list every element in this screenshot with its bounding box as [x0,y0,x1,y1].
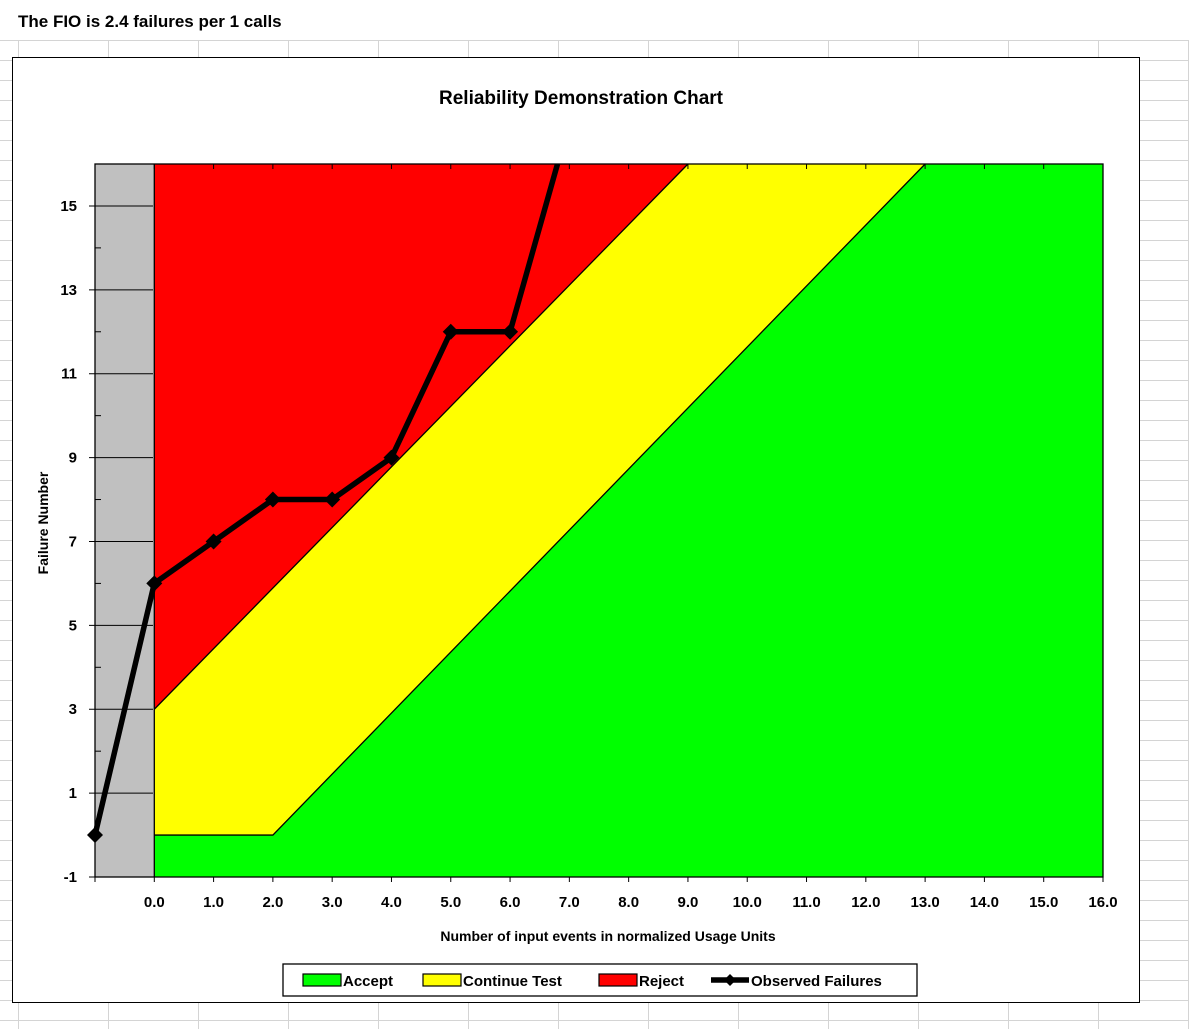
y-axis-label: Failure Number [35,471,51,574]
legend-marker [724,974,736,986]
legend-label: Accept [343,973,393,990]
observed-failure-point [383,449,400,466]
observed-failure-point [87,827,103,844]
y-tick-label: 3 [69,701,77,718]
x-tick-label: 6.0 [500,894,521,911]
chart-frame: Reliability Demonstration Chart -1 1 3 5 7 9 1… [12,57,1140,1003]
legend-swatch [422,973,462,987]
pre-zero-region [95,164,155,877]
x-tick-label: 15.0 [1029,894,1058,911]
x-tick-label: 5.0 [440,894,461,911]
x-tick-label: 8.0 [618,894,639,911]
y-tick-label: 15 [60,198,77,215]
legend-label: Observed Failures [751,973,882,990]
y-tick-label: 9 [69,450,77,467]
x-tick-label: 13.0 [911,894,940,911]
observed-failure-point [502,323,519,340]
x-axis-label: Number of input events in normalized Usa… [440,928,775,944]
y-tick-label: 1 [69,785,77,802]
x-tick-label: 1.0 [203,894,224,911]
legend-swatch [302,973,342,987]
x-tick-label: 12.0 [851,894,880,911]
plot-border [94,163,1104,878]
legend: Accept Continue Test Reject Observed Failur… [282,963,918,997]
observed-failure-point [442,323,459,340]
header-text: The FIO is 2.4 failures per 1 calls [0,0,1189,40]
legend-label: Reject [639,973,684,990]
x-tick-label: 10.0 [733,894,762,911]
x-tick-label: 9.0 [678,894,699,911]
y-tick-label: -1 [64,869,77,886]
x-tick-label: 4.0 [381,894,402,911]
observed-failure-point [146,575,163,592]
x-tick-label: 14.0 [970,894,999,911]
x-tick-label: 3.0 [322,894,343,911]
accept-region [154,164,1103,877]
reject-boundary-line [153,163,689,710]
legend-swatch [598,973,638,987]
x-tick-label: 11.0 [792,894,820,911]
x-tick-label: 7.0 [559,894,580,911]
x-tick-label: 2.0 [262,894,283,911]
reliability-chart: Reliability Demonstration Chart -1135791… [35,88,1118,997]
observed-failure-point [324,491,341,508]
y-tick-label: 5 [69,617,77,634]
chart-title: Reliability Demonstration Chart [439,88,724,109]
y-tick-label: 11 [61,366,77,383]
legend-label: Continue Test [463,973,562,990]
y-tick-label: 7 [69,533,77,550]
y-tick-label: 13 [60,282,77,299]
x-tick-label: 16.0 [1088,894,1117,911]
accept-boundary-line [154,163,926,836]
continue-region [154,164,926,836]
x-tick-label: 0.0 [144,894,165,911]
observed-failure-point [264,491,281,508]
observed-failure-point [205,533,222,550]
